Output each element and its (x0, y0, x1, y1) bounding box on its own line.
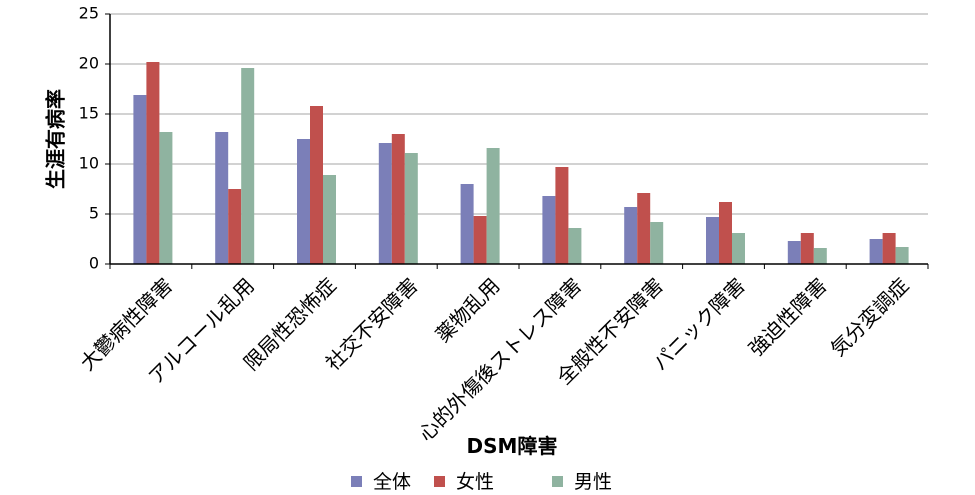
legend-swatch (351, 476, 362, 487)
bars (133, 62, 909, 264)
x-tick-label: 気分変調症 (826, 273, 914, 361)
y-tick-label: 0 (89, 254, 99, 273)
bar (159, 132, 173, 264)
bar (719, 202, 732, 264)
bar (486, 148, 500, 264)
gridlines (110, 13, 928, 215)
legend-label: 女性 (456, 471, 494, 493)
bar (297, 139, 310, 264)
bar (555, 167, 569, 264)
legend-label: 全体 (373, 471, 411, 493)
bar (391, 134, 405, 264)
x-tick-label: 心的外傷後ストレス障害 (414, 273, 587, 446)
bar (228, 189, 242, 264)
bar (323, 175, 336, 264)
bar (895, 247, 909, 264)
y-tick-label: 15 (79, 104, 99, 123)
x-tick-label: 強迫性障害 (744, 273, 832, 361)
y-tick-label: 10 (79, 154, 99, 173)
legend-swatch (434, 476, 445, 487)
bar (650, 222, 664, 264)
y-tick-label: 20 (79, 54, 99, 73)
y-tick-label: 5 (89, 204, 99, 223)
bar (404, 153, 418, 264)
bar (869, 239, 883, 264)
x-tick-label: 薬物乱用 (431, 273, 505, 347)
bar (133, 95, 147, 264)
bar (787, 241, 801, 264)
bar (378, 143, 392, 264)
bar (800, 233, 814, 264)
bar (473, 216, 487, 264)
legend-swatch (552, 476, 563, 487)
bar (215, 132, 229, 264)
bar (624, 207, 638, 264)
y-tick-labels: 0 5 10 15 20 25 (79, 4, 110, 273)
bar (637, 193, 651, 264)
legend: 全体 女性 男性 (351, 471, 612, 493)
y-tick-label: 25 (79, 4, 99, 23)
bar (882, 233, 896, 264)
y-axis-label: 生涯有病率 (44, 89, 68, 189)
bar (732, 233, 745, 264)
bar (146, 62, 160, 264)
bar (310, 106, 323, 264)
x-axis-label: DSM障害 (467, 434, 558, 458)
bar (568, 228, 582, 264)
bar (241, 68, 255, 264)
bar (542, 196, 556, 264)
bar (813, 248, 827, 264)
legend-label: 男性 (574, 471, 612, 493)
bar (706, 217, 719, 264)
bar (460, 184, 474, 264)
